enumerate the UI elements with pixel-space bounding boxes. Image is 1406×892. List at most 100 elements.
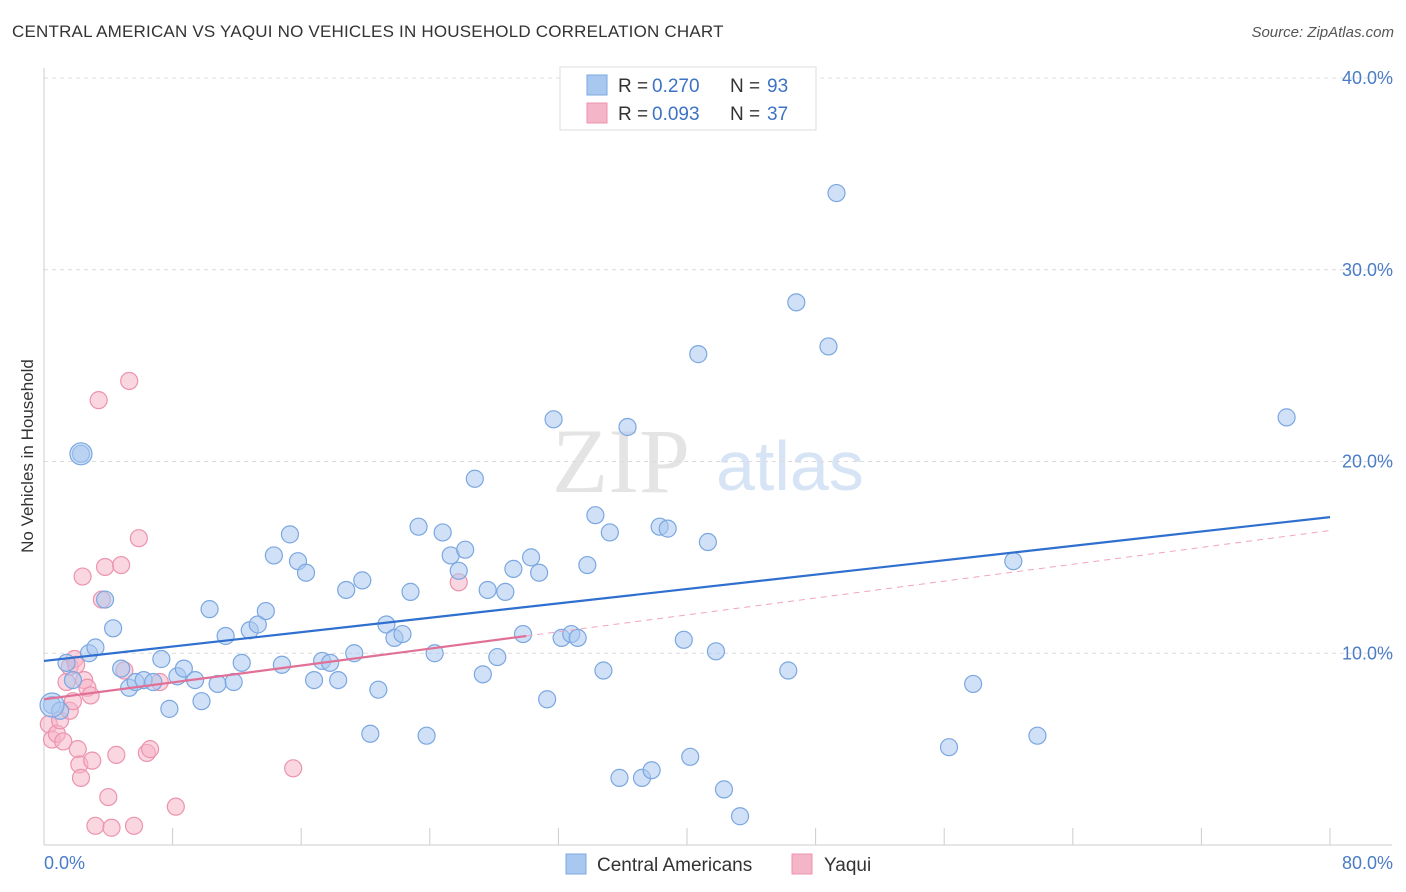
central-american-point-28: [264, 546, 283, 565]
central-american-point-59: [513, 624, 533, 644]
gridlines: [44, 77, 1392, 654]
central-american-point-7: [95, 590, 115, 609]
yaqui-point-13: [71, 768, 91, 787]
central-american-point-69: [594, 661, 613, 680]
central-american-point-8: [104, 619, 123, 638]
central-american-point-45: [401, 582, 420, 601]
central-american-point-20: [200, 600, 219, 619]
yaqui-point-22: [95, 557, 115, 577]
legend-bottom-swatch-blue: [565, 853, 587, 875]
central-american-point-68: [586, 506, 605, 525]
central-american-point-52: [456, 540, 475, 559]
central-american-point-71: [610, 768, 629, 787]
central-american-point-54: [473, 665, 492, 684]
central-american-point-32: [296, 563, 316, 582]
central-american-point-40: [361, 724, 380, 743]
central-american-point-17: [174, 659, 193, 678]
central-american-point-92: [1277, 408, 1296, 427]
yaqui-point-14: [73, 567, 92, 586]
legend-r-label-2: R =: [618, 104, 648, 125]
yaqui-point-17: [81, 686, 100, 705]
central-american-point-91: [1028, 726, 1047, 745]
chart-title: CENTRAL AMERICAN VS YAQUI NO VEHICLES IN…: [12, 22, 724, 41]
x-tick-label-min: 0.0%: [44, 853, 85, 873]
legend-bottom-label-1: Central Americans: [597, 855, 752, 876]
central-american-point-78: [681, 747, 700, 766]
central-american-point-88: [939, 738, 959, 757]
central-american-point-39: [353, 571, 372, 590]
central-american-point-3: [63, 670, 83, 690]
yaqui-point-25: [107, 745, 126, 764]
central-american-point-29: [272, 655, 292, 674]
yaqui-point-11: [68, 740, 87, 759]
central-american-trend-line: [43, 516, 1331, 663]
legend-n-label-2: N =: [730, 104, 760, 125]
legend-r-label-1: R =: [618, 76, 648, 97]
central-american-point-83: [730, 807, 750, 826]
central-american-point-89: [964, 674, 983, 694]
legend-swatch-blue: [586, 74, 608, 96]
yaqui-point-32: [140, 740, 160, 759]
central-american-point-77: [674, 630, 693, 649]
central-american-point-47: [417, 726, 436, 745]
central-american-point-15: [160, 699, 179, 718]
axes: [43, 68, 1392, 846]
central-american-point-87: [827, 183, 846, 203]
chart-source: Source: ZipAtlas.com: [1251, 24, 1394, 41]
central-american-point-19: [192, 692, 211, 711]
yaqui-trend-line: [43, 634, 527, 701]
trend-lines: [43, 516, 1331, 701]
legend-n-value-1: 93: [767, 76, 788, 97]
yaqui-trend-extension: [526, 530, 1331, 637]
central-american-point-large-20: [69, 442, 93, 466]
y-tick-label-40: 40.0%: [1342, 68, 1393, 88]
central-american-point-62: [538, 690, 557, 709]
central-american-point-74: [642, 761, 661, 780]
central-american-point-53: [465, 469, 484, 488]
central-american-point-90: [1004, 552, 1023, 571]
central-american-point-81: [706, 642, 726, 661]
yaqui-point-24: [102, 818, 121, 837]
central-american-point-46: [409, 517, 428, 536]
legend-swatch-pink: [586, 102, 608, 124]
legend-bottom-swatch-pink: [791, 853, 813, 875]
central-american-point-60: [521, 548, 541, 567]
central-american-point-13: [144, 672, 163, 692]
central-american-point-66: [568, 628, 587, 648]
y-tick-label-10: 10.0%: [1342, 643, 1393, 663]
yaqui-point-29: [124, 816, 144, 835]
central-american-point-51: [449, 561, 468, 580]
central-american-point-84: [779, 661, 798, 680]
y-axis-label: No Vehicles in Household: [18, 359, 37, 553]
legend-r-value-2: 0.093: [652, 104, 700, 125]
central-american-point-30: [280, 525, 300, 544]
central-american-point-9: [112, 659, 131, 678]
y-tick-label-20: 20.0%: [1342, 452, 1393, 472]
yaqui-point-20: [89, 391, 108, 410]
legend-bottom: Central Americans Yaqui: [565, 853, 871, 876]
yaqui-point-19: [86, 816, 105, 835]
yaqui-point-4: [54, 732, 73, 751]
legend-bottom-label-2: Yaqui: [824, 855, 871, 876]
watermark-atlas: atlas: [716, 427, 864, 505]
central-american-point-33: [304, 670, 324, 690]
central-american-point-55: [478, 580, 497, 600]
y-tick-label-30: 30.0%: [1342, 260, 1393, 280]
central-american-point-67: [578, 555, 597, 575]
central-american-point-41: [369, 680, 388, 699]
central-american-point-85: [787, 293, 806, 312]
central-american-point-63: [544, 410, 563, 429]
central-american-point-80: [698, 532, 717, 552]
central-american-point-82: [714, 780, 734, 799]
yaqui-point-30: [129, 529, 148, 548]
legend-n-value-2: 37: [767, 104, 788, 125]
central-american-point-27: [256, 601, 275, 621]
central-american-point-56: [488, 647, 507, 667]
central-american-point-79: [689, 345, 708, 364]
yaqui-point-26: [112, 555, 131, 575]
legend-n-label-1: N =: [730, 76, 760, 97]
central-american-point-24: [232, 653, 251, 672]
yaqui-point-18: [83, 751, 102, 770]
central-american-point-76: [658, 519, 677, 538]
